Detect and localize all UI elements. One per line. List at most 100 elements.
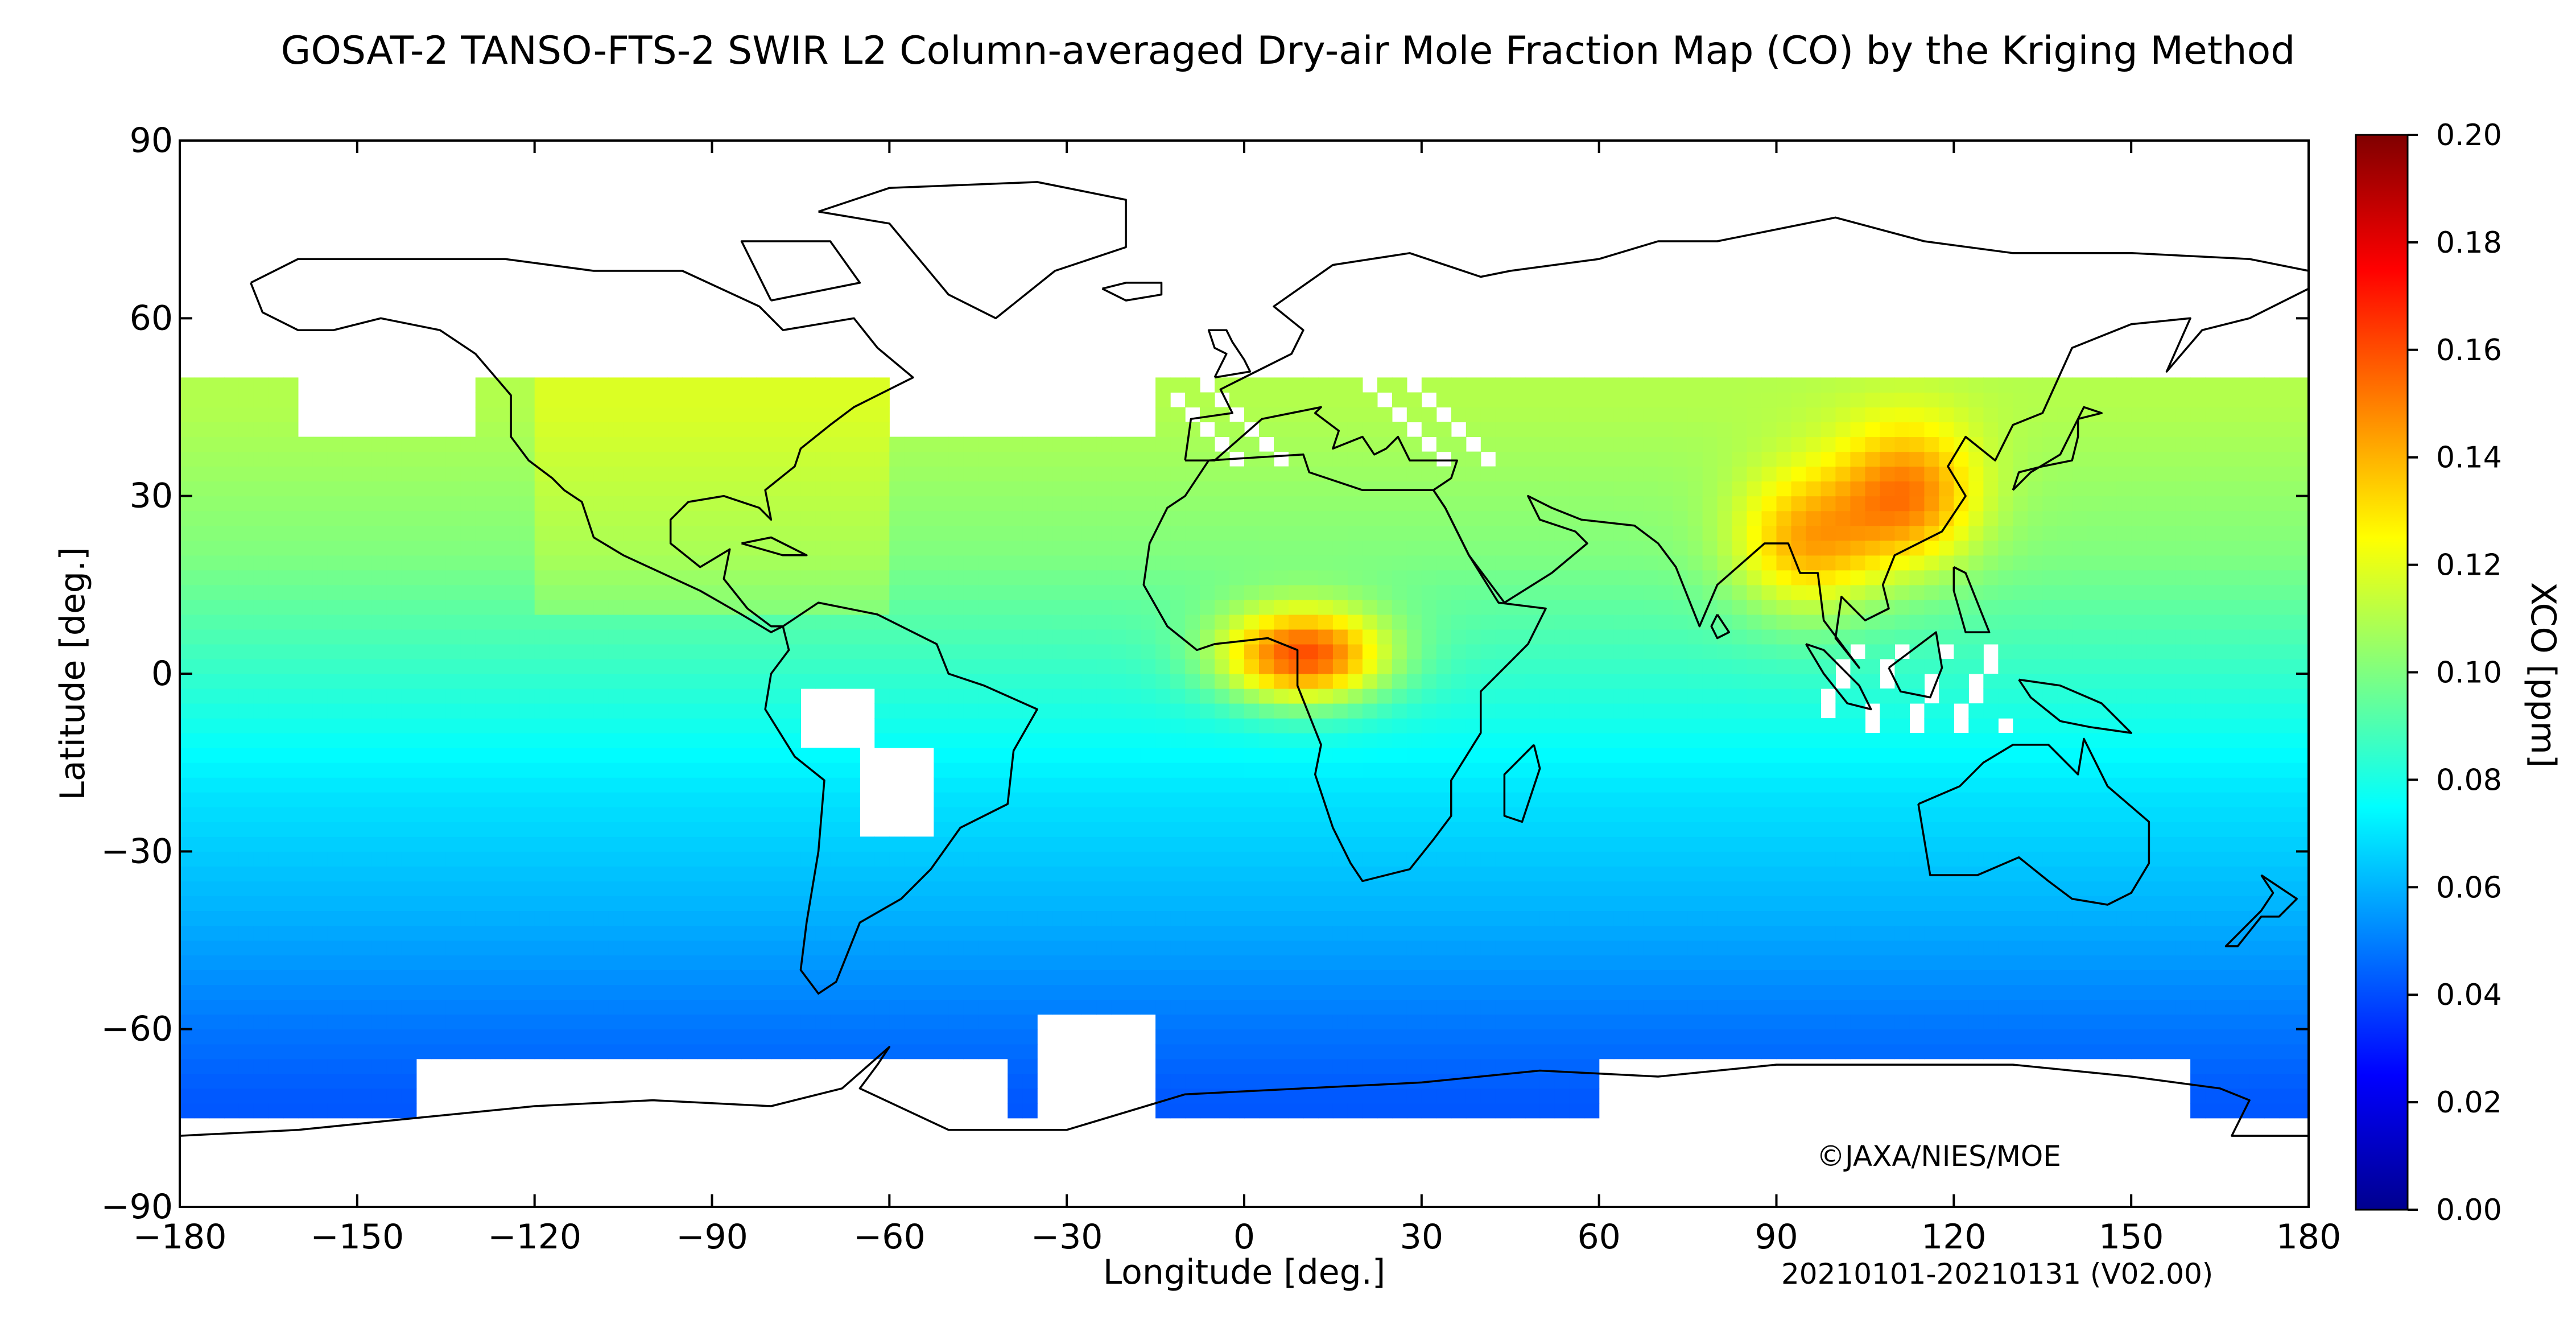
heat-cell — [1643, 896, 1659, 911]
heat-cell — [1880, 1014, 1895, 1030]
heat-cell — [860, 970, 875, 986]
heat-cell — [1406, 925, 1422, 941]
heat-cell — [1200, 762, 1215, 778]
heat-cell — [1347, 910, 1363, 926]
heat-cell — [1274, 910, 1289, 926]
heat-cell — [830, 570, 845, 586]
heat-cell — [386, 984, 402, 1000]
heat-cell — [1702, 910, 1718, 926]
heat-cell — [386, 1058, 402, 1074]
heat-cell — [963, 614, 979, 630]
heat-cell — [682, 674, 698, 689]
heat-cell — [815, 896, 831, 911]
heat-cell — [1436, 689, 1452, 704]
heat-cell — [1880, 881, 1895, 896]
heat-cell — [1318, 689, 1334, 704]
heat-cell — [490, 881, 506, 896]
heat-cell — [416, 851, 432, 867]
heat-cell — [1155, 777, 1171, 793]
heat-cell — [1052, 674, 1067, 689]
heat-cell — [2264, 910, 2280, 926]
heat-cell — [268, 599, 284, 615]
heat-cell — [771, 748, 786, 763]
heat-cell — [386, 674, 402, 689]
heat-cell — [1880, 629, 1895, 645]
heat-cell — [1421, 1058, 1437, 1074]
heat-cell — [475, 777, 491, 793]
heat-cell — [889, 881, 905, 896]
heat-cell — [963, 703, 979, 719]
heat-cell — [948, 955, 964, 971]
heat-cell — [830, 659, 845, 674]
heat-cell — [1968, 925, 1984, 941]
heat-cell — [1392, 984, 1407, 1000]
heat-cell — [180, 555, 195, 571]
heat-cell — [1421, 748, 1437, 763]
heat-cell — [1584, 762, 1600, 778]
heat-cell — [2205, 703, 2220, 719]
heat-cell — [209, 881, 225, 896]
heat-cell — [283, 807, 299, 822]
heat-cell — [2205, 1088, 2220, 1104]
heat-cell — [1983, 703, 1999, 719]
heat-cell — [889, 866, 905, 881]
heat-cell — [948, 599, 964, 615]
heat-cell — [1081, 822, 1097, 837]
heat-cell — [2131, 925, 2146, 941]
heat-cell — [697, 1014, 713, 1030]
heat-cell — [1111, 644, 1126, 659]
heat-cell — [934, 599, 949, 615]
heat-cell — [564, 1014, 580, 1030]
heat-cell — [786, 777, 801, 793]
heat-cell — [1998, 984, 2013, 1000]
heat-cell — [1569, 718, 1585, 733]
heat-cell — [1052, 955, 1067, 971]
heat-cell — [1155, 689, 1171, 704]
heat-cell — [2220, 984, 2235, 1000]
heat-cell — [667, 836, 683, 852]
heat-cell — [667, 629, 683, 645]
heat-cell — [2220, 1073, 2235, 1089]
heat-cell — [180, 570, 195, 586]
heat-cell — [2205, 584, 2220, 600]
heat-cell — [1362, 910, 1378, 926]
heat-cell — [741, 910, 757, 926]
heat-cell — [593, 703, 609, 719]
heat-cell — [475, 748, 491, 763]
heat-cell — [830, 984, 845, 1000]
heat-cell — [1244, 748, 1260, 763]
heat-cell — [579, 584, 595, 600]
heat-cell — [371, 866, 387, 881]
heat-cell — [1539, 644, 1555, 659]
heat-cell — [845, 1044, 860, 1059]
heat-cell — [2264, 955, 2280, 971]
heat-cell — [268, 955, 284, 971]
heat-cell — [445, 1014, 461, 1030]
heat-cell — [1362, 555, 1378, 571]
heat-cell — [1554, 762, 1570, 778]
heat-cell — [2161, 629, 2176, 645]
heat-cell — [712, 866, 728, 881]
heat-cell — [490, 822, 506, 837]
heat-cell — [845, 629, 860, 645]
heat-cell — [1229, 644, 1245, 659]
heat-cell — [1347, 807, 1363, 822]
heat-cell — [1554, 1073, 1570, 1089]
heat-cell — [712, 836, 728, 852]
heat-cell — [312, 1058, 328, 1074]
heat-cell — [860, 659, 875, 674]
heat-cell — [298, 836, 313, 852]
heat-cell — [312, 1073, 328, 1089]
heat-cell — [312, 1103, 328, 1119]
heat-cell — [2205, 881, 2220, 896]
heat-cell — [1525, 644, 1541, 659]
heat-cell — [2294, 1073, 2309, 1089]
heat-cell — [1289, 866, 1304, 881]
heat-cell — [1495, 733, 1511, 748]
heat-cell — [1081, 733, 1097, 748]
heat-cell — [1776, 940, 1792, 956]
heat-cell — [1865, 674, 1880, 689]
heat-cell — [1820, 1014, 1836, 1030]
heat-cell — [327, 1014, 343, 1030]
heat-cell — [712, 629, 728, 645]
